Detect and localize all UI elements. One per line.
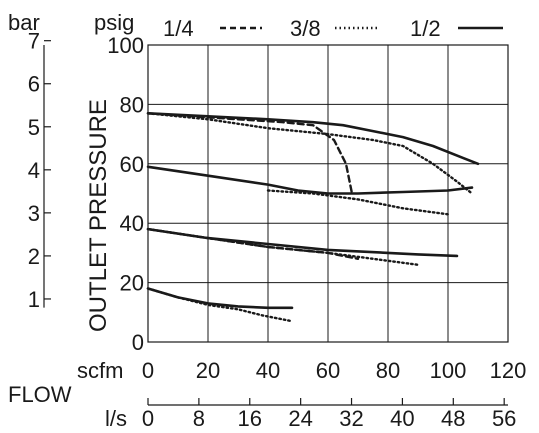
y-bar-tick-label: 5 xyxy=(28,115,40,140)
x-scfm-tick-label: 20 xyxy=(196,358,220,383)
y-bar-tick-label: 6 xyxy=(28,72,40,97)
x-scfm-tick-label: 120 xyxy=(490,358,527,383)
flow-label: FLOW xyxy=(8,382,72,407)
y-bar-tick-label: 3 xyxy=(28,201,40,226)
x-scfm-tick-label: 60 xyxy=(316,358,340,383)
y-psig-tick-label: 60 xyxy=(120,152,144,177)
y-bar-tick-label: 1 xyxy=(28,287,40,312)
x-scfm-tick-label: 0 xyxy=(142,358,154,383)
unit-label-psig: psig xyxy=(94,10,134,35)
legend: 1/4 3/8 1/2 xyxy=(163,16,503,41)
x-ls-tick-label: 24 xyxy=(288,406,312,431)
unit-label-scfm: scfm xyxy=(77,358,123,383)
x-scfm-tick-label: 80 xyxy=(376,358,400,383)
y-axis-label: OUTLET PRESSURE xyxy=(85,99,112,332)
series-line-solid xyxy=(146,112,480,166)
x-ls-tick-label: 8 xyxy=(193,406,205,431)
x-ls-tick-label: 56 xyxy=(492,406,516,431)
y-bar-tick-label: 2 xyxy=(28,244,40,269)
series-line-solid xyxy=(146,227,459,258)
y-psig-tick-label: 20 xyxy=(120,271,144,296)
y-psig-tick-label: 80 xyxy=(120,92,144,117)
series-line-solid xyxy=(146,165,474,195)
legend-label-3-8: 3/8 xyxy=(290,16,321,41)
y-bar-tick-label: 7 xyxy=(28,29,40,54)
x-ls-tick-label: 48 xyxy=(441,406,465,431)
unit-label-ls: l/s xyxy=(105,406,127,431)
legend-label-1-4: 1/4 xyxy=(163,16,194,41)
y-psig-tick-label: 40 xyxy=(120,211,144,236)
x-ls-tick-label: 32 xyxy=(339,406,363,431)
grid xyxy=(147,44,509,343)
series-line-dotted xyxy=(146,112,474,195)
y-psig-tick-label: 100 xyxy=(107,33,144,58)
axes xyxy=(43,40,508,406)
x-scfm-tick-label: 100 xyxy=(430,358,467,383)
legend-label-1-2: 1/2 xyxy=(410,16,441,41)
y-psig-tick-label: 0 xyxy=(132,330,144,355)
series-line-solid xyxy=(146,287,294,310)
x-ls-tick-label: 40 xyxy=(390,406,414,431)
x-ls-tick-label: 0 xyxy=(142,406,154,431)
x-scfm-tick-label: 40 xyxy=(256,358,280,383)
series-layer xyxy=(146,112,480,323)
unit-label-bar: bar xyxy=(8,10,40,35)
y-bar-tick-label: 4 xyxy=(28,158,40,183)
series-line-dotted xyxy=(266,189,450,216)
x-ls-tick-label: 16 xyxy=(238,406,262,431)
